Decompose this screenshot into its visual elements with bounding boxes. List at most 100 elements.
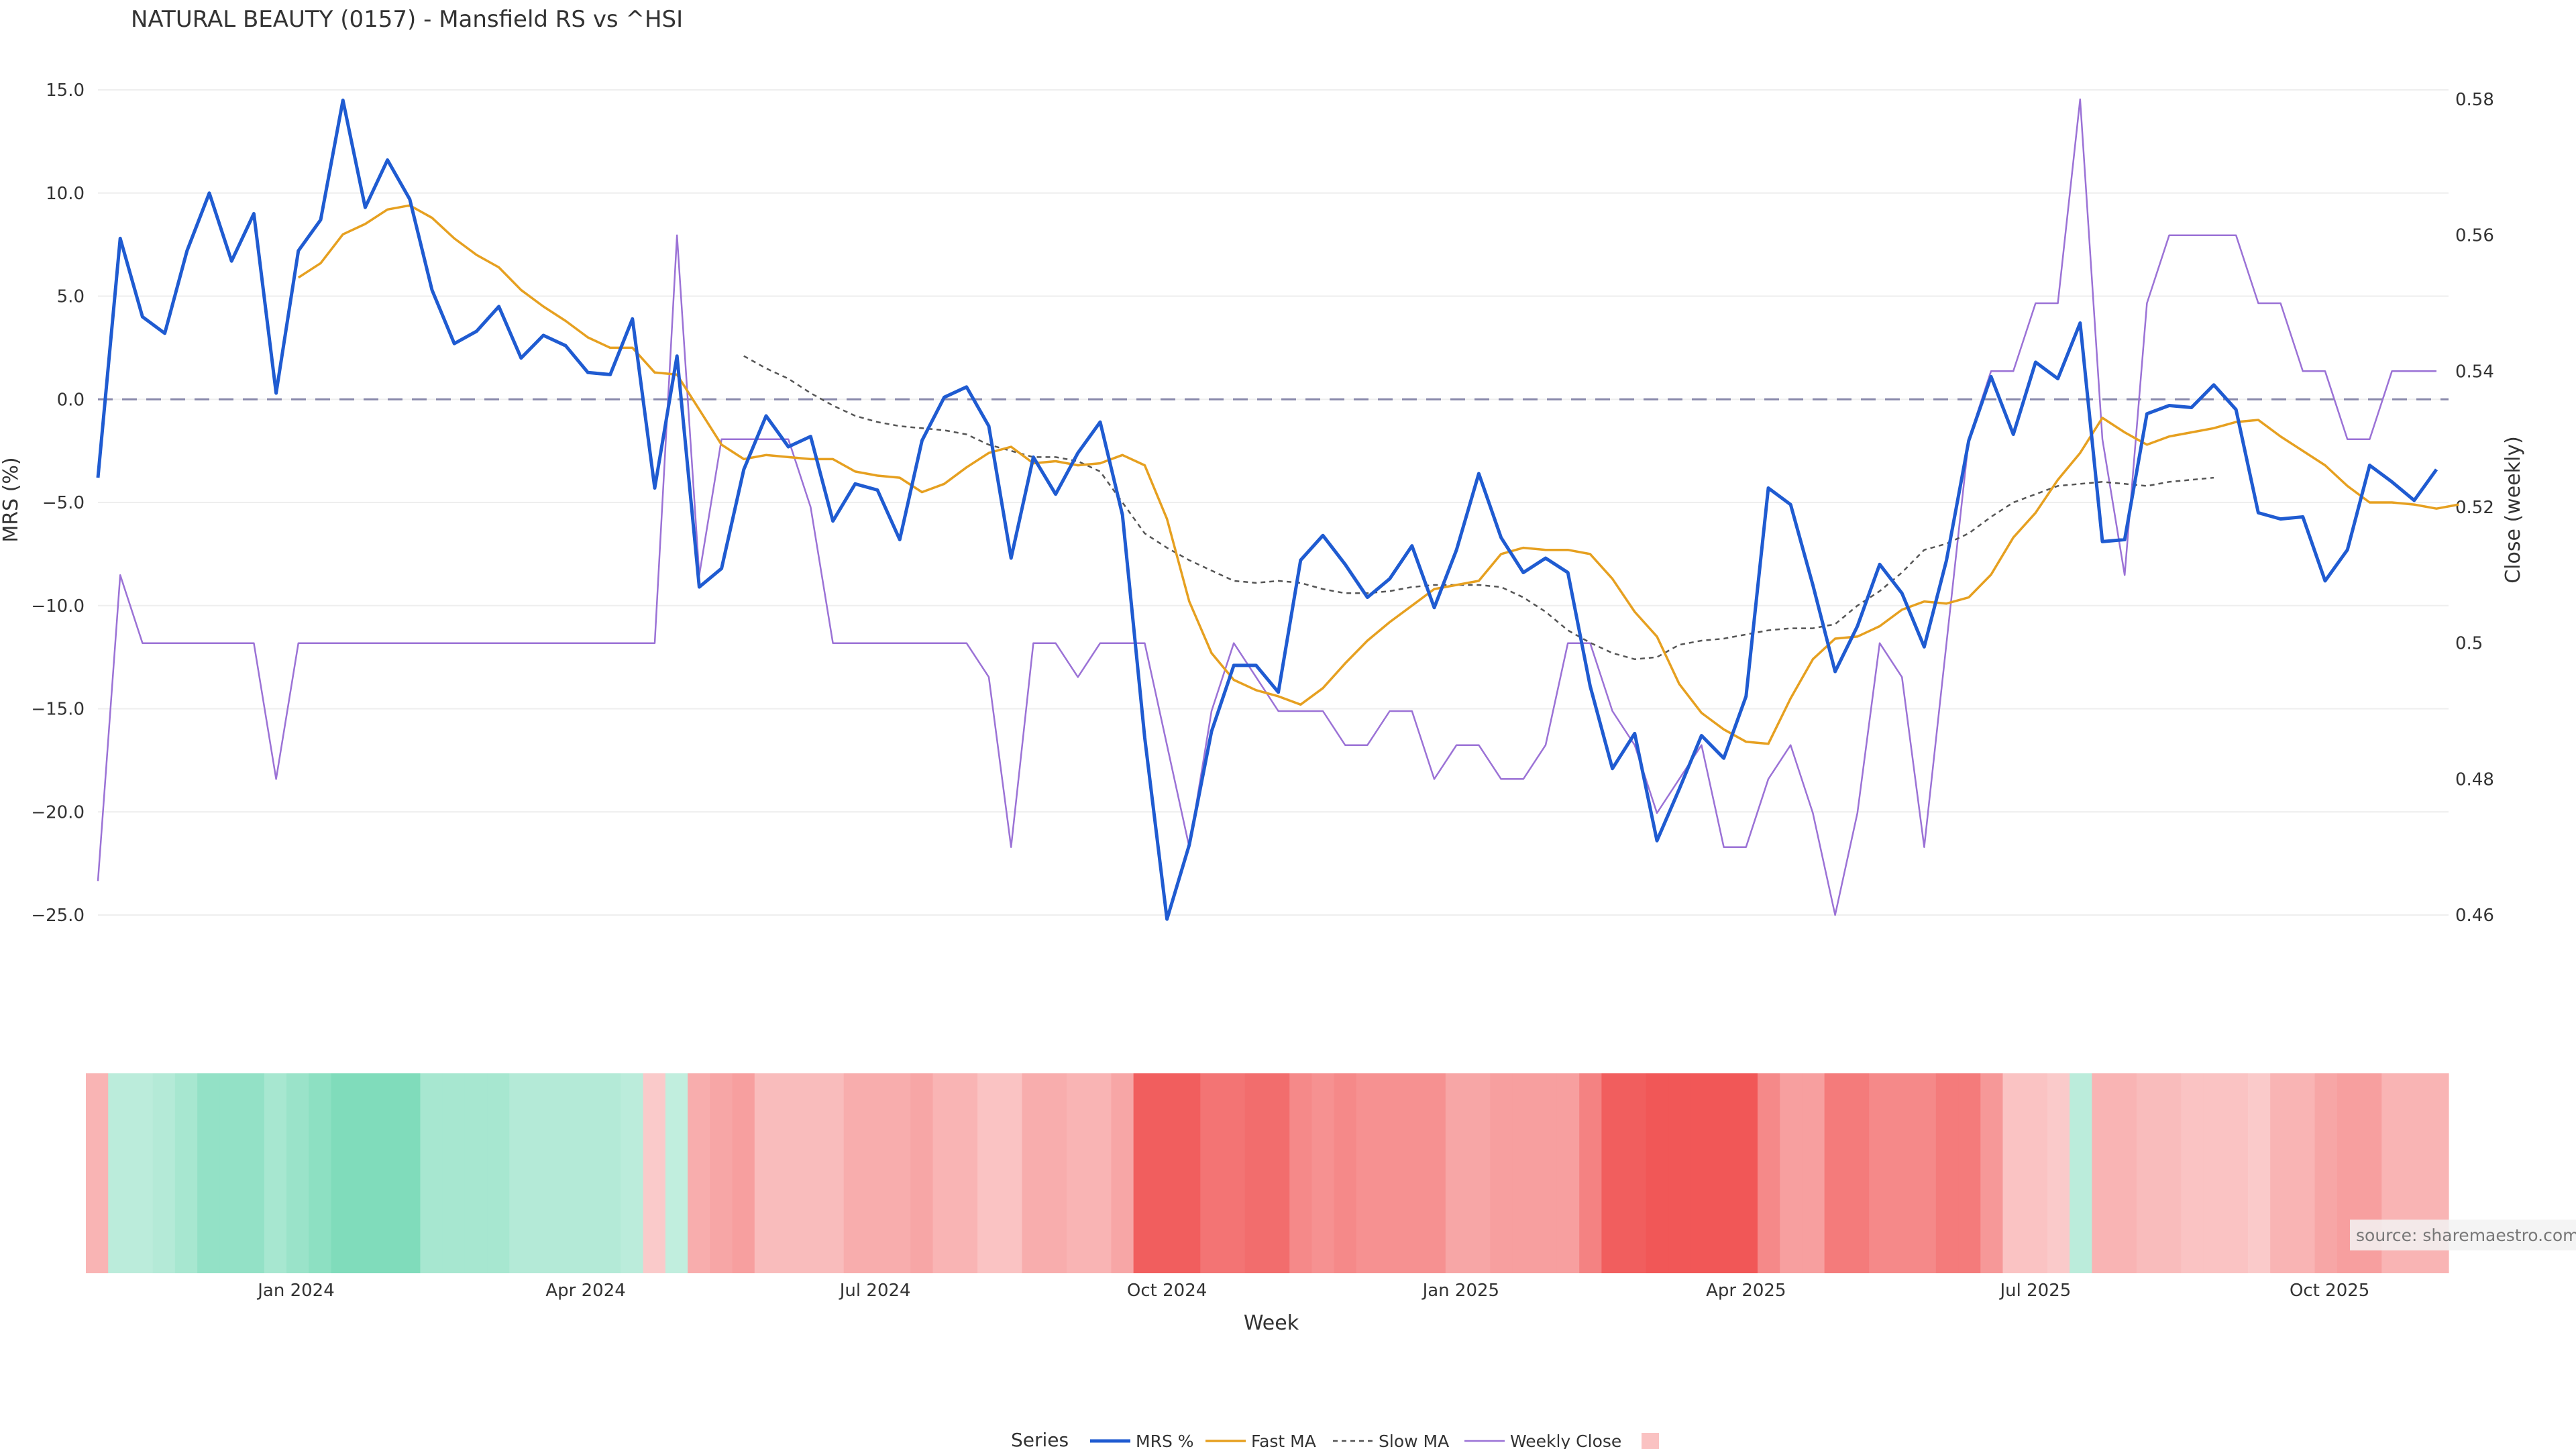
- legend-item-label: Fast MA: [1251, 1432, 1316, 1449]
- heatmap-cell: [2070, 1073, 2092, 1273]
- y-tick-label: −10.0: [31, 596, 85, 616]
- heatmap-cell: [888, 1073, 911, 1273]
- slow-ma-line: [743, 355, 2214, 660]
- y-tick-label: −15.0: [31, 700, 85, 720]
- heatmap-cell: [688, 1073, 710, 1273]
- heatmap-cell: [1713, 1073, 1736, 1273]
- heatmap-cell: [1980, 1073, 2004, 1273]
- heatmap-cell: [108, 1073, 131, 1273]
- heatmap-cell: [1468, 1073, 1491, 1273]
- legend-item-label: Weekly Close: [1510, 1432, 1621, 1449]
- heatmap-cell: [1267, 1073, 1290, 1273]
- y2-axis-label: Close (weekly): [2502, 436, 2525, 584]
- heatmap-cell: [1423, 1073, 1446, 1273]
- heatmap-cell: [2203, 1073, 2226, 1273]
- heatmap-cell: [1289, 1073, 1313, 1273]
- heatmap-cell: [152, 1073, 176, 1273]
- y-tick-label: −25.0: [31, 906, 85, 926]
- heatmap-cell: [2314, 1073, 2338, 1273]
- heatmap-cell: [241, 1073, 265, 1273]
- heatmap-cell: [1601, 1073, 1625, 1273]
- heatmap-cell: [375, 1073, 398, 1273]
- heatmap-cell: [932, 1073, 956, 1273]
- y-tick-label: 0.0: [57, 390, 85, 410]
- y2-tick-label: 0.58: [2455, 90, 2494, 110]
- heatmap-cell: [732, 1073, 755, 1273]
- heatmap-cell: [309, 1073, 332, 1273]
- heatmap-cell: [821, 1073, 845, 1273]
- heatmap-cell: [1913, 1073, 1937, 1273]
- heatmap-cell: [955, 1073, 978, 1273]
- heatmap-cell: [1401, 1073, 1424, 1273]
- heatmap-cell: [2292, 1073, 2316, 1273]
- heatmap-cell: [1579, 1073, 1602, 1273]
- heatmap-cell: [1133, 1073, 1157, 1273]
- heatmap-cell: [1869, 1073, 1892, 1273]
- heatmap-cell: [1244, 1073, 1268, 1273]
- heatmap-cell: [598, 1073, 622, 1273]
- x-tick-label: Oct 2024: [1127, 1281, 1207, 1301]
- heatmap-cell: [1668, 1073, 1691, 1273]
- heatmap-cell: [1044, 1073, 1067, 1273]
- heatmap-cell: [910, 1073, 934, 1273]
- source-note-background: [2350, 1220, 2576, 1250]
- chart-title: NATURAL BEAUTY (0157) - Mansfield RS vs …: [131, 6, 683, 33]
- heatmap-cell: [710, 1073, 733, 1273]
- legend: Series MRS % Fast MA Slow MA Weekly Close: [1011, 1429, 1659, 1449]
- heatmap-cell: [2136, 1073, 2159, 1273]
- heatmap-cell: [1935, 1073, 1959, 1273]
- heatmap-cell: [2247, 1073, 2271, 1273]
- heatmap-cell: [1311, 1073, 1335, 1273]
- y2-axis-ticks: 0.58 0.56 0.54 0.52 0.5 0.48 0.46: [2455, 90, 2494, 926]
- heatmap-cell: [1780, 1073, 1803, 1273]
- heatmap-cell: [1089, 1073, 1112, 1273]
- heatmap-cell: [1891, 1073, 1915, 1273]
- heatmap-cell: [1735, 1073, 1758, 1273]
- heatmap-cell: [2025, 1073, 2048, 1273]
- heatmap-cell: [777, 1073, 800, 1273]
- x-tick-label: Oct 2025: [2290, 1281, 2369, 1301]
- heatmap-cell: [1690, 1073, 1714, 1273]
- x-tick-label: Apr 2024: [545, 1281, 625, 1301]
- heatmap-cell: [1623, 1073, 1647, 1273]
- heatmap-cell: [2270, 1073, 2294, 1273]
- legend-title: Series: [1011, 1429, 1069, 1449]
- x-axis-ticks: Jan 2024 Apr 2024 Jul 2024 Oct 2024 Jan 2025…: [256, 1281, 2369, 1301]
- heatmap-cell: [442, 1073, 466, 1273]
- heatmap-cell: [531, 1073, 555, 1273]
- heatmap-cell: [509, 1073, 533, 1273]
- heatmap-cell: [264, 1073, 287, 1273]
- heatmap-cell: [1802, 1073, 1825, 1273]
- fast-ma-line: [297, 204, 2459, 745]
- heatmap-cell: [2092, 1073, 2115, 1273]
- heatmap-cell: [1022, 1073, 1045, 1273]
- heatmap-cell: [2159, 1073, 2182, 1273]
- x-tick-label: Jan 2025: [1421, 1281, 1500, 1301]
- heatmap-cell: [1111, 1073, 1134, 1273]
- y2-tick-label: 0.54: [2455, 362, 2494, 382]
- heatmap-cell: [2002, 1073, 2026, 1273]
- heatmap-cell: [286, 1073, 309, 1273]
- heatmap-cell: [1155, 1073, 1179, 1273]
- heatmap-cell: [1757, 1073, 1780, 1273]
- heatmap-cell: [398, 1073, 421, 1273]
- heatmap-strip: [86, 1073, 2449, 1273]
- legend-item-label: MRS %: [1136, 1432, 1194, 1449]
- y-tick-label: 5.0: [57, 287, 85, 307]
- heatmap-cell: [219, 1073, 243, 1273]
- heatmap-cell: [174, 1073, 198, 1273]
- y-tick-label: 10.0: [46, 184, 85, 204]
- heatmap-cell: [865, 1073, 889, 1273]
- heatmap-cell: [1646, 1073, 1669, 1273]
- heatmap-cell: [1200, 1073, 1224, 1273]
- mrs-line: [96, 98, 2438, 921]
- heatmap-cell: [1178, 1073, 1201, 1273]
- heatmap-cell: [1512, 1073, 1536, 1273]
- heatmap-cell: [1066, 1073, 1089, 1273]
- legend-heatmap-swatch: [1642, 1433, 1659, 1449]
- heatmap-cell: [487, 1073, 510, 1273]
- heatmap-cell: [754, 1073, 777, 1273]
- x-tick-label: Jan 2024: [256, 1281, 335, 1301]
- heatmap-cell: [643, 1073, 666, 1273]
- x-tick-label: Jul 2025: [1998, 1281, 2071, 1301]
